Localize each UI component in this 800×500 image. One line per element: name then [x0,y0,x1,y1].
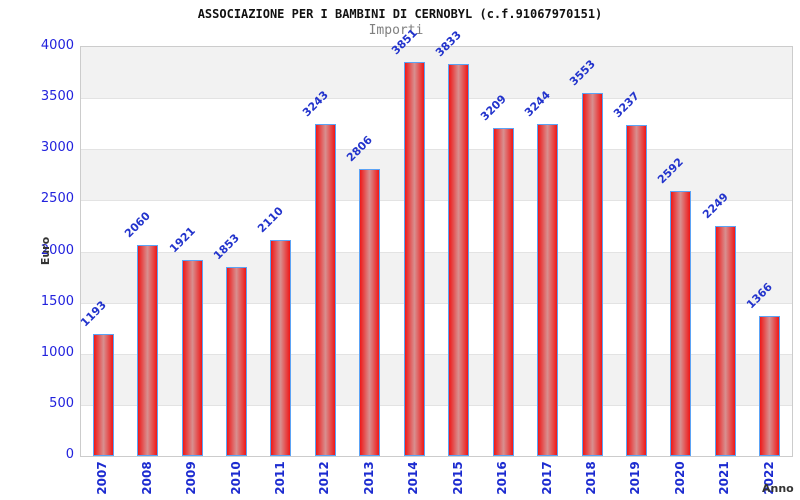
bar [182,260,203,456]
y-tick-label: 1500 [40,293,74,309]
bar [359,169,380,456]
bar [537,124,558,456]
bar [315,124,336,456]
y-axis-title: Euro [39,236,52,266]
chart-title: ASSOCIAZIONE PER I BAMBINI DI CERNOBYL (… [197,7,603,21]
x-tick-label: 2017 [539,461,554,495]
gridline [81,303,792,304]
bar [715,226,736,456]
x-tick-label: 2015 [450,461,465,495]
x-tick-label: 2008 [139,461,154,495]
plot-area [80,46,793,457]
x-tick-label: 2019 [628,461,643,495]
y-tick-label: 4000 [40,38,74,53]
bar [759,316,780,456]
x-tick-label: 2018 [584,461,599,495]
x-tick-label: 2014 [406,461,421,495]
x-tick-label: 2021 [717,461,732,495]
bar [137,245,158,456]
x-tick-label: 2020 [672,461,687,495]
bar [626,125,647,456]
gridline [81,252,792,253]
x-tick-label: 2009 [184,461,199,495]
bar [582,93,603,456]
background-band [81,47,792,99]
y-tick-label: 2000 [40,242,74,258]
gridline [81,98,792,99]
gridline [81,405,792,406]
bar [404,62,425,456]
y-tick-label: 2500 [40,191,74,207]
x-tick-label: 2013 [361,461,376,495]
chart-subtitle: Importi [368,23,424,38]
bar [448,64,469,456]
y-tick-label: 3000 [40,140,74,156]
bar [670,191,691,456]
y-tick-label: 3500 [40,89,74,105]
x-tick-label: 2011 [272,461,287,495]
y-tick-label: 500 [49,395,74,411]
x-tick-label: 2007 [95,461,110,495]
x-tick-label: 2012 [317,461,332,495]
bar [493,128,514,456]
gridline [81,149,792,150]
gridline [81,354,792,355]
x-axis-title: Anno [762,482,794,495]
x-tick-label: 2010 [228,461,243,495]
x-tick-label: 2016 [495,461,510,495]
bar [226,267,247,456]
gridline [81,200,792,201]
y-tick-label: 0 [65,447,74,462]
bar [93,334,114,456]
y-tick-label: 1000 [40,344,74,360]
bar [270,240,291,456]
